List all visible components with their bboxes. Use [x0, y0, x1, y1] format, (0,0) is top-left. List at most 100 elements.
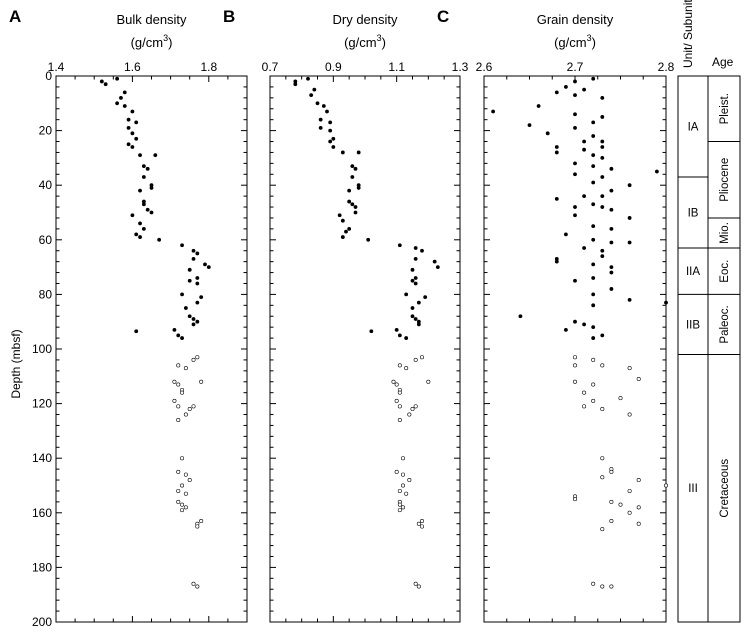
data-point-filled [138, 235, 142, 239]
data-point-filled [554, 90, 559, 95]
data-point-open [600, 407, 605, 412]
data-point-open [183, 491, 188, 496]
data-point-filled [340, 218, 345, 223]
data-point-filled [554, 257, 559, 261]
data-point-filled [369, 329, 374, 334]
data-point-filled [591, 153, 596, 158]
panel-title: Dry density [332, 12, 398, 27]
data-point-filled [356, 186, 361, 190]
data-point-filled [609, 166, 614, 171]
data-point-filled [591, 276, 596, 280]
data-point-filled [353, 205, 358, 209]
data-point-filled [413, 276, 418, 280]
data-point-open [627, 488, 632, 493]
data-point-open [591, 581, 596, 586]
plot-frame [55, 75, 248, 623]
data-point-filled [337, 213, 342, 218]
data-point-open [180, 508, 185, 513]
data-point-open [397, 488, 402, 493]
data-point-open [176, 499, 181, 504]
data-point-filled [138, 153, 142, 158]
data-point-open [195, 355, 200, 360]
data-point-filled [353, 210, 358, 215]
data-point-filled [126, 125, 131, 130]
data-point-filled [591, 237, 596, 242]
y-tick-label: 20 [39, 124, 53, 138]
data-point-filled [554, 196, 559, 201]
panel-letter-c: C [437, 7, 449, 26]
plot-frame [483, 75, 667, 623]
data-point-filled [130, 109, 135, 114]
data-point-filled [591, 224, 596, 229]
data-point-filled [347, 226, 352, 231]
data-point-filled [600, 254, 605, 259]
data-point-filled [582, 87, 586, 92]
data-point-open [183, 412, 188, 417]
data-point-open [400, 472, 405, 477]
data-point-open [582, 404, 587, 409]
unit-label-iia: IIA [686, 266, 700, 278]
y-tick-label: 140 [32, 451, 52, 465]
data-point-filled [187, 314, 192, 319]
data-point-filled [600, 333, 605, 338]
grain-density-panel: C Grain density (g/cm3) 2.6 2.7 2.8 [437, 7, 675, 623]
data-point-open [618, 396, 623, 401]
panel-letter-b: B [223, 7, 235, 26]
data-point-filled [591, 292, 596, 297]
data-point-open [609, 584, 614, 589]
data-point-filled [145, 207, 150, 212]
data-point-open [191, 404, 196, 409]
data-point-filled [573, 213, 577, 218]
data-point-filled [356, 150, 361, 155]
x-tick-label: 2.8 [658, 60, 675, 74]
age-label-eoc: Eoc. [719, 260, 731, 283]
data-point-filled [149, 183, 154, 188]
unit-label-ib: IB [688, 208, 699, 220]
data-point-filled [153, 153, 158, 158]
data-point-filled [491, 109, 495, 114]
data-point-open [400, 505, 405, 510]
data-point-filled [312, 87, 317, 92]
data-point-open [180, 502, 185, 507]
data-point-filled [609, 270, 614, 275]
data-point-filled [591, 134, 596, 138]
unit-subunit-header: Unit/ Subunit [681, 0, 695, 68]
data-point-filled [141, 226, 146, 231]
data-point-filled [573, 161, 577, 166]
data-point-filled [518, 314, 523, 319]
data-point-filled [195, 281, 200, 286]
data-point-filled [134, 120, 139, 125]
x-tick-label: 1.8 [200, 60, 217, 74]
data-point-open [627, 510, 632, 515]
data-point-filled [353, 166, 358, 171]
data-point-filled [600, 115, 605, 119]
data-point-filled [600, 139, 605, 144]
unit-column: IA IB IIA IIB III [677, 75, 709, 623]
data-point-filled [591, 262, 596, 267]
data-point-open [183, 366, 188, 371]
data-point-filled [195, 251, 200, 256]
data-point-filled [366, 237, 371, 242]
data-point-open [636, 521, 641, 526]
data-point-open [419, 524, 424, 529]
data-point-filled [627, 216, 632, 220]
data-point-filled [340, 235, 345, 239]
data-point-filled [318, 117, 323, 122]
data-point-filled [180, 336, 184, 340]
data-point-open [176, 363, 181, 368]
data-point-filled [99, 79, 104, 84]
data-point-open [413, 357, 418, 362]
data-point-filled [591, 164, 596, 168]
age-label-paleoc: Paleoc. [719, 305, 731, 343]
data-point-filled [331, 136, 336, 141]
data-point-filled [600, 205, 605, 209]
unit-label-iii: III [688, 483, 698, 495]
data-point-filled [627, 240, 632, 245]
data-point-filled [328, 139, 333, 144]
data-point-filled [141, 164, 146, 168]
data-point-filled [356, 183, 361, 188]
data-point-filled [138, 188, 142, 193]
age-column: Pleist. Pliocene Mio. Eoc. Paleoc. Cretaceous [707, 75, 741, 623]
data-point-filled [347, 188, 352, 193]
